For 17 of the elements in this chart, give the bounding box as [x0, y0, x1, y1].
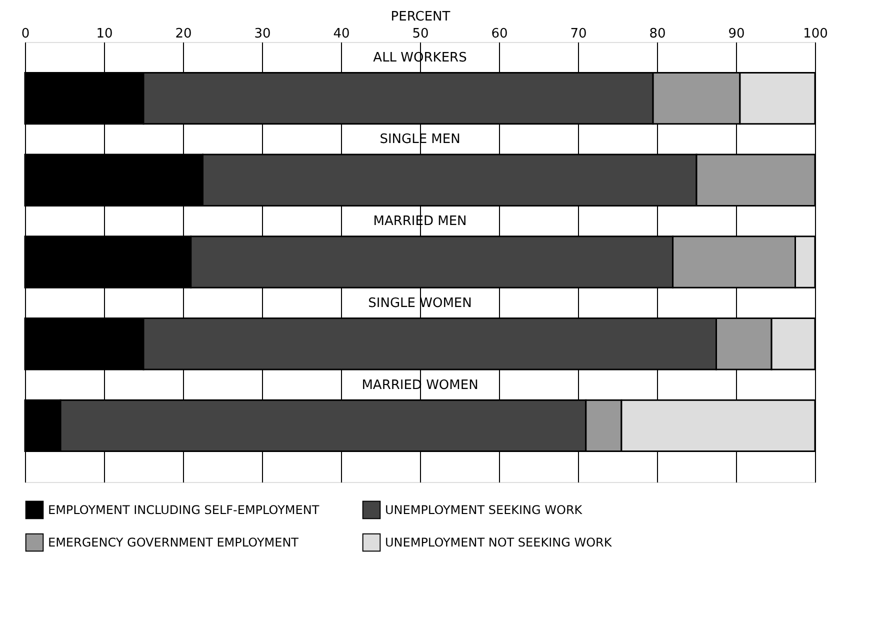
- x-tick-label: 60: [491, 26, 508, 42]
- x-tick-label: 100: [803, 26, 828, 42]
- legend-label: EMERGENCY GOVERNMENT EMPLOYMENT: [48, 536, 300, 550]
- x-tick-label: 20: [175, 26, 192, 42]
- legend-label: EMPLOYMENT INCLUDING SELF-EMPLOYMENT: [48, 502, 320, 517]
- x-tick-label: 0: [21, 26, 30, 42]
- x-tick-label: 80: [649, 26, 666, 42]
- x-tick-label: 50: [412, 26, 429, 42]
- x-tick-label: 40: [333, 26, 350, 42]
- x-tick-label: 10: [96, 26, 113, 42]
- x-tick-label: 30: [254, 26, 271, 42]
- legend-label: UNEMPLOYMENT NOT SEEKING WORK: [385, 536, 613, 550]
- y-tick-label: SINGLE WOMEN: [368, 296, 472, 311]
- x-axis-title: PERCENT: [390, 10, 450, 24]
- legend-label: UNEMPLOYMENT SEEKING WORK: [385, 502, 584, 517]
- x-tick-label: 70: [570, 26, 587, 42]
- x-tick-label: 90: [728, 26, 745, 42]
